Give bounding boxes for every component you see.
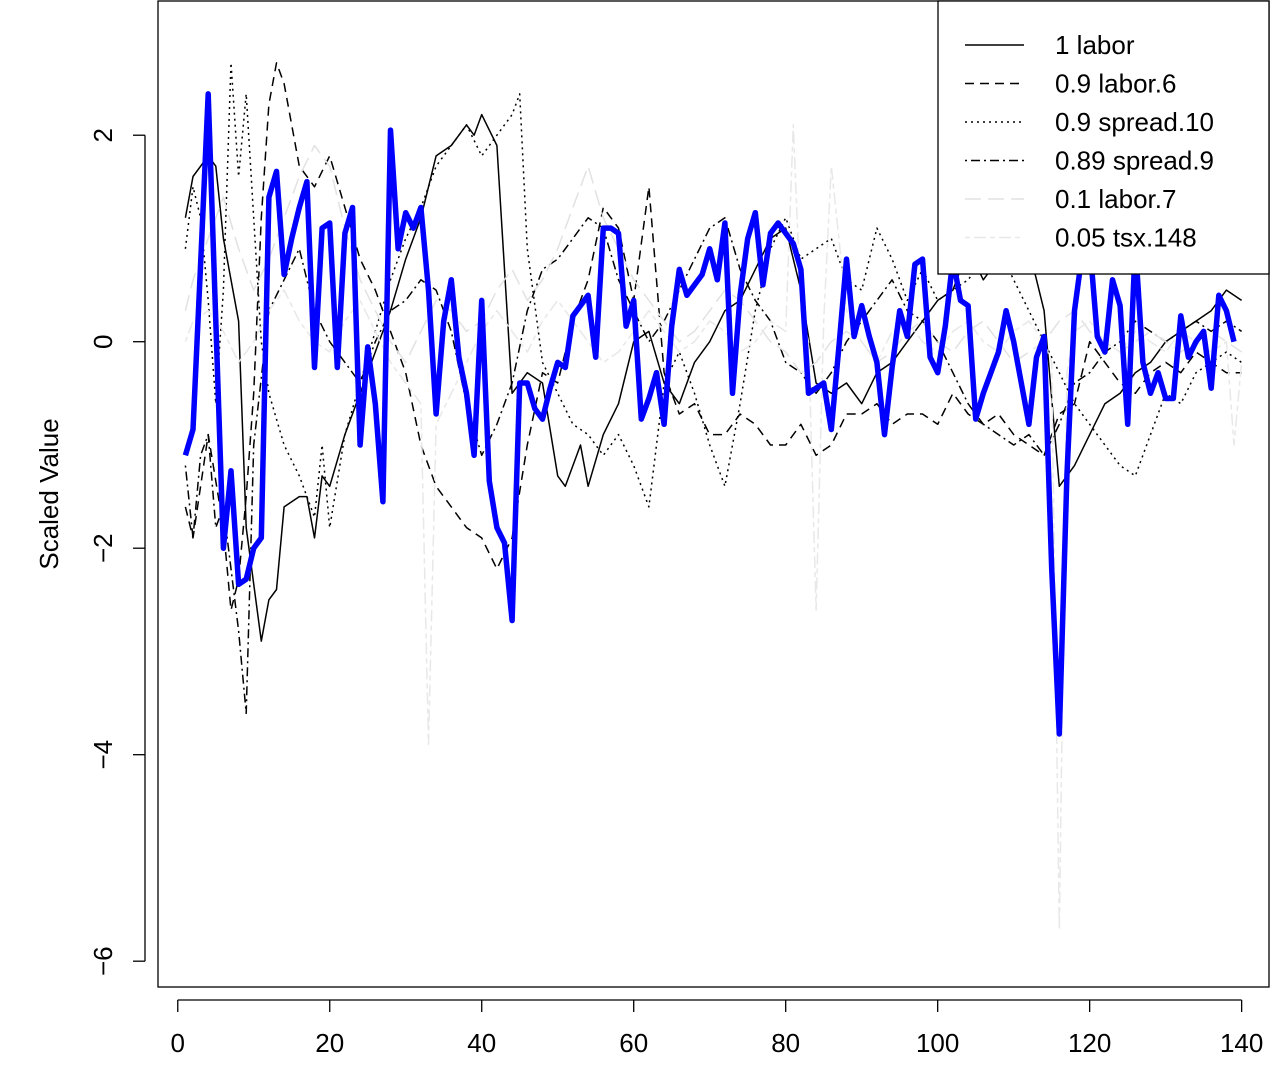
series-line-1 [184,113,1243,642]
legend-box [937,0,1270,275]
x-tick-label: 140 [1220,1028,1263,1058]
x-tick-label: 60 [619,1028,648,1058]
plot-frame [157,0,1270,988]
x-tick-label: 80 [771,1028,800,1058]
legend-label: 0.9 spread.10 [1055,107,1214,137]
series-layer [182,62,1243,931]
x-axis: 0 20 40 60 80 100 120 140 [171,999,1263,1058]
y-axis-title: Scaled Value [34,418,64,569]
series-line-2 [184,62,1242,611]
series-line-7 [182,91,1237,737]
legend-label: 0.89 spread.9 [1055,146,1214,176]
legend: 1 labor 0.9 labor.6 0.9 spread.10 0.89 spre… [937,0,1270,275]
y-tick-label: −6 [88,946,118,976]
legend-label: 0.1 labor.7 [1055,184,1176,214]
x-tick-label: 0 [171,1028,185,1058]
series-line-4 [184,217,1243,715]
x-tick-label: 20 [315,1028,344,1058]
legend-label: 0.9 labor.6 [1055,69,1176,99]
x-tick-label: 40 [467,1028,496,1058]
y-tick-label: −2 [88,533,118,563]
y-tick-label: 0 [88,334,118,348]
series-line-6 [184,124,1243,931]
legend-label: 0.05 tsx.148 [1055,223,1197,253]
x-tick-label: 100 [916,1028,959,1058]
y-tick-label: 2 [88,128,118,142]
series-line-5 [184,144,1243,374]
y-tick-label: −4 [88,740,118,770]
y-axis: −6 −4 −2 0 2 [88,128,146,976]
x-tick-label: 120 [1068,1028,1111,1058]
legend-label: 1 labor [1055,30,1135,60]
